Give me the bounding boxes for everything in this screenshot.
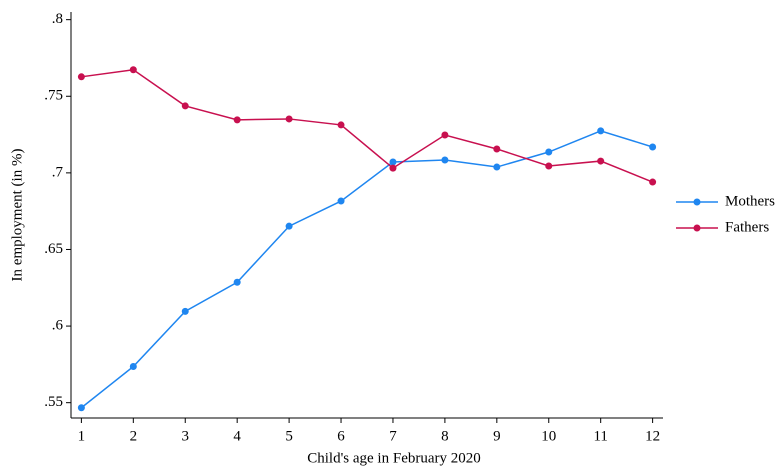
x-tick-label: 8: [441, 428, 449, 444]
x-tick-label: 1: [78, 428, 86, 444]
series-line: [80, 130, 653, 409]
point: [233, 116, 241, 124]
legend-label: Mothers: [725, 193, 775, 209]
point: [77, 73, 85, 81]
point: [285, 115, 293, 123]
x-tick-label: 9: [493, 428, 501, 444]
point: [77, 404, 85, 412]
point: [285, 222, 293, 230]
legend-marker: [693, 224, 701, 232]
point: [649, 143, 657, 151]
y-tick-label: .7: [52, 164, 64, 180]
y-tick-label: .55: [44, 394, 63, 410]
point: [389, 158, 397, 166]
x-tick-label: 11: [593, 428, 607, 444]
y-tick-label: .75: [44, 88, 63, 104]
point: [233, 278, 241, 286]
point: [597, 127, 605, 135]
point: [441, 131, 449, 139]
y-tick-label: .8: [52, 11, 63, 27]
point: [181, 307, 189, 315]
point: [545, 148, 553, 156]
point: [493, 145, 501, 153]
x-axis-title: Child's age in February 2020: [307, 450, 481, 466]
y-tick-label: .6: [52, 318, 64, 334]
x-tick-label: 5: [285, 428, 293, 444]
series-line: [81, 68, 653, 183]
point: [337, 197, 345, 205]
x-tick-label: 7: [389, 428, 397, 444]
point: [389, 164, 397, 172]
point: [441, 156, 449, 164]
y-axis-title: In employment (in %): [9, 149, 25, 282]
x-tick-label: 12: [645, 428, 660, 444]
point: [129, 363, 137, 371]
point: [337, 121, 345, 129]
point: [545, 162, 553, 170]
point: [649, 178, 657, 186]
x-tick-label: 6: [337, 428, 345, 444]
y-tick-label: .65: [44, 241, 63, 257]
point: [493, 163, 501, 171]
point: [181, 102, 189, 110]
legend-marker: [693, 198, 701, 206]
point: [129, 66, 137, 74]
x-tick-label: 4: [233, 428, 241, 444]
x-tick-label: 3: [181, 428, 189, 444]
x-tick-label: 2: [130, 428, 138, 444]
legend-label: Fathers: [725, 219, 769, 235]
x-tick-label: 10: [541, 428, 556, 444]
point: [597, 157, 605, 165]
